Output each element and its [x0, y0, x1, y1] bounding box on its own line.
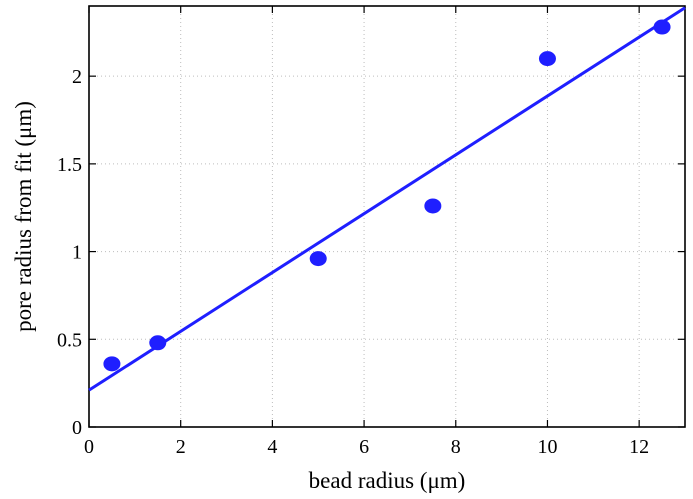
grid	[89, 6, 685, 427]
y-tick-label: 1.5	[57, 154, 82, 176]
x-tick-label: 0	[84, 436, 94, 458]
fit-line	[88, 6, 686, 392]
x-tick-label: 10	[537, 436, 557, 458]
tick-labels: 0 2 4 6 8 10 12 0 0.5 1 1.5 2	[57, 66, 649, 458]
y-axis-label: pore radius from fit (μm)	[11, 101, 36, 332]
x-tick-label: 12	[629, 436, 649, 458]
y-tick-label: 1	[72, 242, 82, 264]
x-axis-label: bead radius (μm)	[309, 468, 466, 493]
x-tick-label: 8	[451, 436, 461, 458]
data-point	[538, 51, 556, 67]
y-tick-label: 2	[72, 66, 82, 88]
y-tick-label: 0	[72, 417, 82, 439]
y-tick-label: 0.5	[57, 329, 82, 351]
axis-ticks	[88, 6, 685, 428]
data-series	[88, 6, 686, 392]
data-point	[149, 335, 167, 351]
data-point	[424, 198, 442, 214]
x-tick-label: 6	[359, 436, 369, 458]
data-point	[103, 356, 121, 372]
x-tick-label: 2	[176, 436, 186, 458]
x-tick-label: 4	[267, 436, 277, 458]
plot-frame	[88, 5, 686, 428]
data-point	[653, 19, 671, 35]
data-point	[309, 251, 327, 267]
